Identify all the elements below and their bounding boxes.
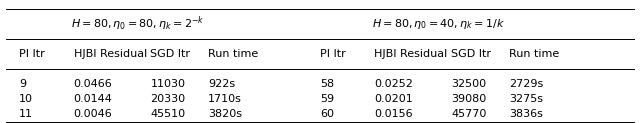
Text: 0.0156: 0.0156 [374, 109, 413, 119]
Text: 3836s: 3836s [509, 109, 543, 119]
Text: 1710s: 1710s [208, 94, 242, 104]
Text: 0.0046: 0.0046 [74, 109, 113, 119]
Text: 9: 9 [19, 79, 26, 89]
Text: $H = 80, \eta_0 = 40, \eta_k = 1/k$: $H = 80, \eta_0 = 40, \eta_k = 1/k$ [372, 17, 505, 31]
Text: Run time: Run time [509, 49, 559, 59]
Text: SGD Itr: SGD Itr [451, 49, 492, 59]
Text: 0.0252: 0.0252 [374, 79, 413, 89]
Text: 0.0466: 0.0466 [74, 79, 113, 89]
Text: 59: 59 [320, 94, 334, 104]
Text: HJBI Residual: HJBI Residual [74, 49, 147, 59]
Text: $H = 80, \eta_0 = 80, \eta_k = 2^{-k}$: $H = 80, \eta_0 = 80, \eta_k = 2^{-k}$ [71, 14, 204, 33]
Text: Run time: Run time [208, 49, 259, 59]
Text: 11030: 11030 [150, 79, 186, 89]
Text: 10: 10 [19, 94, 33, 104]
Text: 39080: 39080 [451, 94, 486, 104]
Text: 58: 58 [320, 79, 334, 89]
Text: 60: 60 [320, 109, 334, 119]
Text: PI Itr: PI Itr [320, 49, 346, 59]
Text: 3820s: 3820s [208, 109, 242, 119]
Text: PI Itr: PI Itr [19, 49, 45, 59]
Text: 2729s: 2729s [509, 79, 543, 89]
Text: 0.0201: 0.0201 [374, 94, 413, 104]
Text: 3275s: 3275s [509, 94, 543, 104]
Text: 0.0144: 0.0144 [74, 94, 113, 104]
Text: 922s: 922s [208, 79, 235, 89]
Text: 45510: 45510 [150, 109, 186, 119]
Text: 32500: 32500 [451, 79, 486, 89]
Text: 11: 11 [19, 109, 33, 119]
Text: 20330: 20330 [150, 94, 186, 104]
Text: SGD Itr: SGD Itr [150, 49, 191, 59]
Text: HJBI Residual: HJBI Residual [374, 49, 447, 59]
Text: 45770: 45770 [451, 109, 486, 119]
